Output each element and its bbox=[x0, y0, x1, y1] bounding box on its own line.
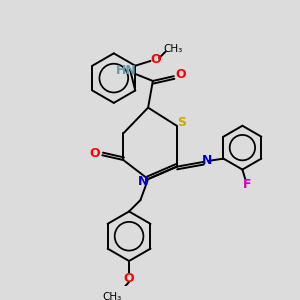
Text: F: F bbox=[243, 178, 251, 191]
Text: CH₃: CH₃ bbox=[164, 44, 183, 54]
Text: N: N bbox=[202, 154, 212, 166]
Text: O: O bbox=[124, 272, 134, 285]
Text: O: O bbox=[89, 147, 100, 160]
Text: HN: HN bbox=[116, 64, 136, 77]
Text: CH₃: CH₃ bbox=[102, 292, 122, 300]
Text: O: O bbox=[150, 52, 160, 66]
Text: O: O bbox=[175, 68, 186, 81]
Text: S: S bbox=[177, 116, 186, 129]
Text: N: N bbox=[138, 176, 148, 188]
